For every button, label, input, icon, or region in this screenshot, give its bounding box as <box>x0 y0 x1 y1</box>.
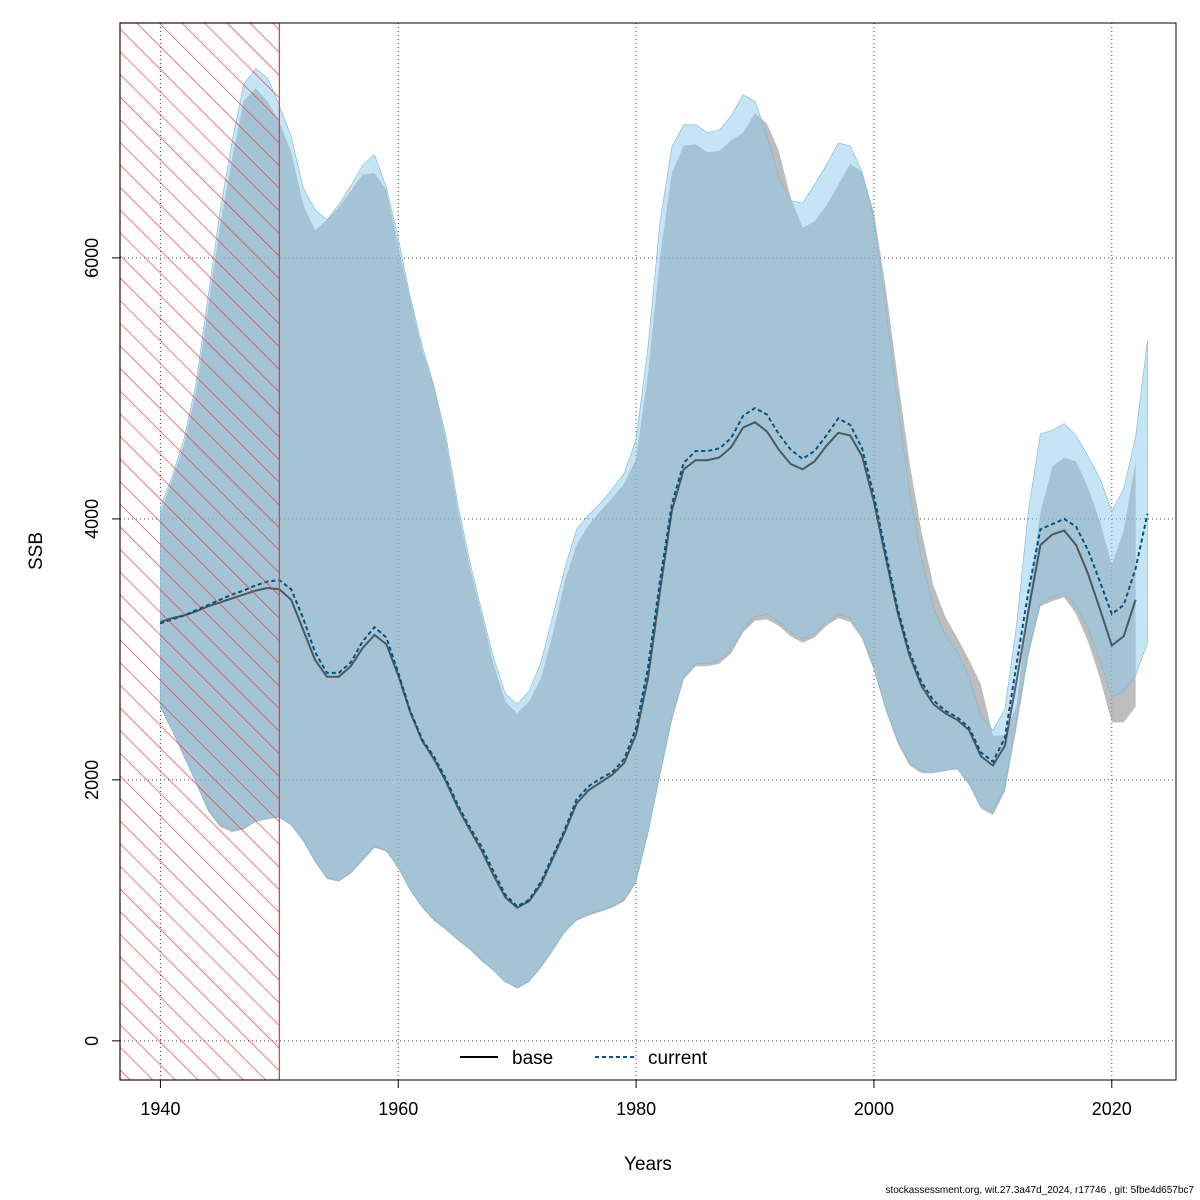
x-axis-title: Years <box>624 1154 672 1175</box>
y-tick-label-2000: 2000 <box>82 760 102 800</box>
x-tick-label-1980: 1980 <box>616 1099 656 1119</box>
footer-credit: stockassessment.org, wit.27.3a47d_2024, … <box>885 1185 1194 1196</box>
x-tick-label-1940: 1940 <box>140 1099 180 1119</box>
line-current <box>160 406 1149 908</box>
y-tick-label-4000: 4000 <box>82 499 102 539</box>
legend: base current <box>460 1048 708 1069</box>
legend-label-base: base <box>512 1048 553 1069</box>
line-base <box>160 421 1137 909</box>
plot-frame <box>119 22 1177 1081</box>
axes: 1940 1960 1980 2000 2020 0 2000 4000 6000 <box>82 22 1177 1119</box>
x-tick-label-2020: 2020 <box>1092 1099 1132 1119</box>
confidence-bands <box>160 68 1148 989</box>
x-tick-label-2000: 2000 <box>854 1099 894 1119</box>
hatched-region-group <box>119 22 280 1081</box>
y-tick-label-0: 0 <box>82 1036 102 1046</box>
legend-label-current: current <box>648 1048 708 1069</box>
hatched-region <box>119 22 280 1081</box>
x-tick-label-1960: 1960 <box>378 1099 418 1119</box>
y-axis-title: SSB <box>26 532 47 570</box>
y-tick-label-6000: 6000 <box>82 238 102 278</box>
series-lines <box>160 406 1149 909</box>
band-current <box>160 68 1148 988</box>
